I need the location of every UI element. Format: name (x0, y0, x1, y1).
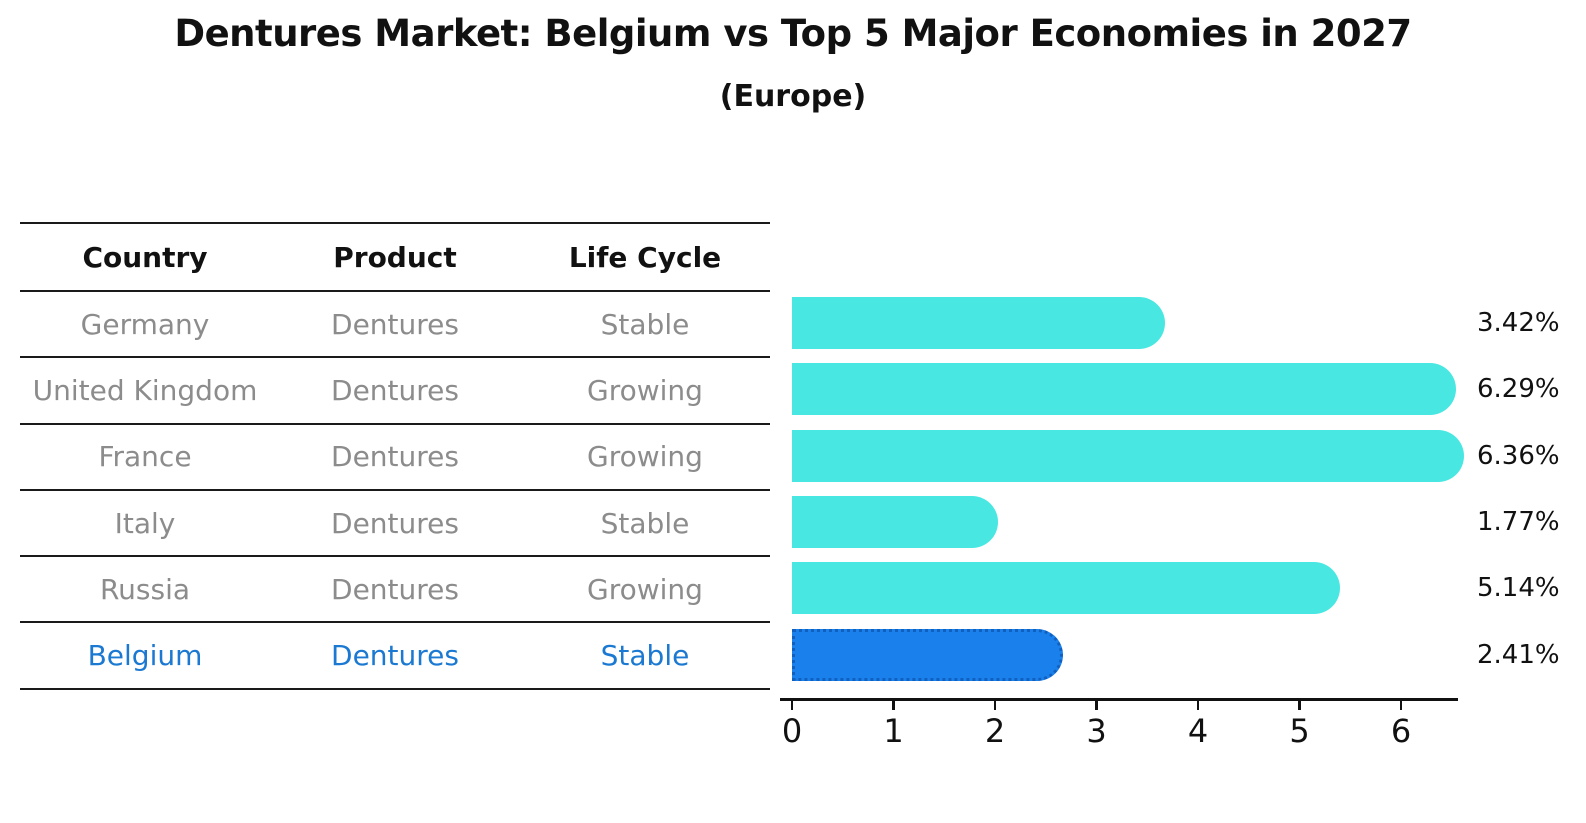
value-label-italy: 1.77% (1477, 506, 1560, 537)
cell-country: United Kingdom (32, 373, 258, 407)
cell-product: Dentures (331, 373, 459, 407)
tick-label: 0 (781, 712, 803, 750)
tick-mark (1196, 701, 1200, 710)
table-row-italy: Italy Dentures Stable (20, 491, 770, 558)
cell-life-cycle: Stable (600, 639, 690, 673)
value-label-russia: 5.14% (1477, 573, 1560, 604)
tick-label: 3 (1086, 712, 1107, 750)
cell-country: Belgium (87, 639, 203, 673)
table-row-united-kingdom: United Kingdom Dentures Growing (20, 358, 770, 425)
tick-mark (993, 701, 997, 710)
cell-life-cycle: Growing (587, 572, 703, 606)
value-label-france: 6.36% (1477, 440, 1560, 471)
cell-country: France (98, 440, 192, 474)
bar-germany (792, 297, 1166, 349)
cell-country: Germany (80, 307, 210, 341)
cell-product: Dentures (331, 506, 459, 540)
tick-mark (1095, 701, 1098, 710)
table-row-belgium-highlighted: Belgium Dentures Stable (20, 623, 770, 690)
table-row-france: France Dentures Growing (20, 425, 770, 491)
bar-france (792, 429, 1464, 482)
cell-country: Italy (114, 506, 176, 540)
tick-label: 1 (883, 712, 904, 750)
bar-russia (792, 562, 1340, 615)
bar-belgium-highlighted (792, 628, 1063, 681)
tick-label: 6 (1390, 712, 1412, 750)
value-label-united-kingdom: 6.29% (1477, 374, 1560, 405)
tick-mark (1298, 701, 1301, 710)
table-row-russia: Russia Dentures Growing (20, 557, 770, 624)
value-label-germany: 3.42% (1477, 308, 1560, 338)
tick-label: 4 (1187, 712, 1209, 750)
column-header-product: Product (333, 240, 457, 274)
chart-subtitle: (Europe) (719, 79, 867, 114)
cell-country: Russia (99, 572, 191, 606)
value-label-belgium: 2.41% (1477, 639, 1560, 670)
table-row-germany: Germany Dentures Stable (20, 292, 770, 359)
cell-life-cycle: Growing (587, 373, 703, 407)
column-header-life-cycle: Life Cycle (568, 240, 722, 274)
cell-life-cycle: Growing (587, 440, 703, 474)
tick-mark (892, 701, 895, 710)
cell-product: Dentures (331, 639, 459, 673)
bar-italy (792, 495, 998, 548)
cell-product: Dentures (331, 572, 459, 606)
country-table: Country Product Life Cycle Germany Dentu… (20, 222, 770, 690)
bar-united-kingdom (792, 363, 1457, 416)
cell-life-cycle: Stable (600, 307, 690, 341)
x-axis-line (780, 698, 1458, 701)
tick-label: 2 (984, 712, 1006, 750)
tick-mark (1399, 701, 1403, 710)
cell-life-cycle: Stable (600, 506, 690, 540)
cell-product: Dentures (331, 307, 459, 341)
table-header-row: Country Product Life Cycle (20, 224, 770, 292)
tick-label: 5 (1289, 712, 1310, 750)
tick-mark (790, 701, 794, 710)
chart-title: Dentures Market: Belgium vs Top 5 Major … (174, 12, 1412, 55)
column-header-country: Country (82, 240, 208, 274)
cell-product: Dentures (331, 440, 459, 474)
